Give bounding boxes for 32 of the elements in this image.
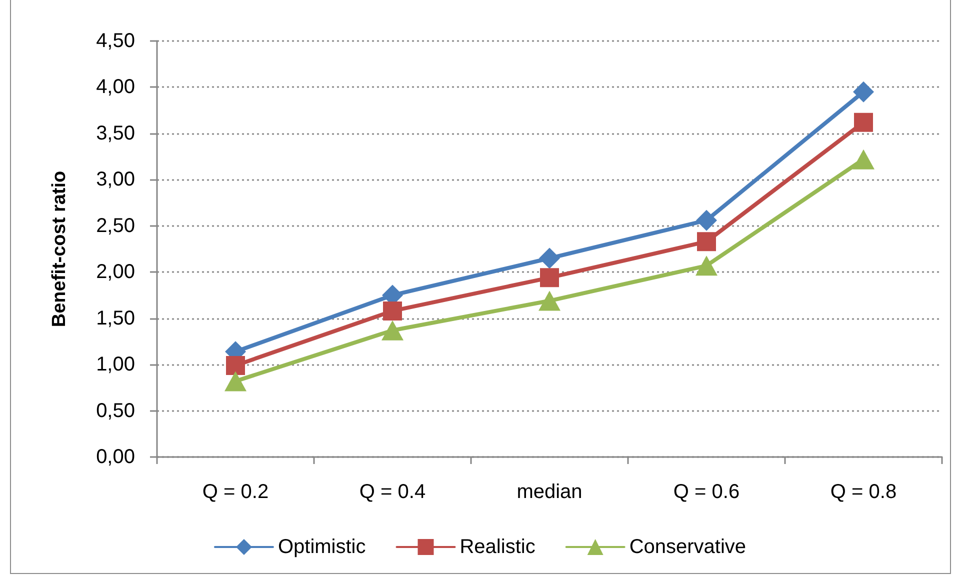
legend-label: Realistic <box>460 536 536 558</box>
y-tick-label: 1,00 <box>96 354 135 376</box>
y-tick-label: 0,00 <box>96 446 135 468</box>
y-tick-label: 4,50 <box>96 30 135 52</box>
point <box>224 371 246 392</box>
y-tick-label: 0,50 <box>96 400 135 422</box>
legend-label: Conservative <box>629 536 746 558</box>
point <box>383 301 402 320</box>
point <box>696 210 717 231</box>
x-tick-label: Q = 0.2 <box>202 481 269 503</box>
point <box>854 112 873 132</box>
point <box>853 81 874 102</box>
y-tick-label: 3,50 <box>96 122 135 144</box>
point <box>226 356 245 375</box>
point <box>538 290 560 311</box>
y-tick-label: 3,00 <box>96 168 135 191</box>
x-tick-label: Q = 0.8 <box>830 481 897 503</box>
y-tick-label: 2,00 <box>96 261 135 284</box>
y-tick-label: 1,50 <box>96 307 135 330</box>
y-tick-label: 4,00 <box>96 76 135 98</box>
point <box>539 248 560 269</box>
legend-label: Optimistic <box>278 536 366 558</box>
point <box>696 256 718 276</box>
y-axis-title: Benefit-cost ratio <box>49 170 70 328</box>
point <box>697 232 716 252</box>
point <box>540 268 559 288</box>
y-tick-label: 2,50 <box>96 214 135 237</box>
x-tick-label: Q = 0.4 <box>359 481 426 503</box>
x-tick-label: median <box>516 481 582 503</box>
x-tick-label: Q = 0.6 <box>673 481 740 503</box>
point <box>382 320 404 340</box>
point <box>852 149 874 170</box>
